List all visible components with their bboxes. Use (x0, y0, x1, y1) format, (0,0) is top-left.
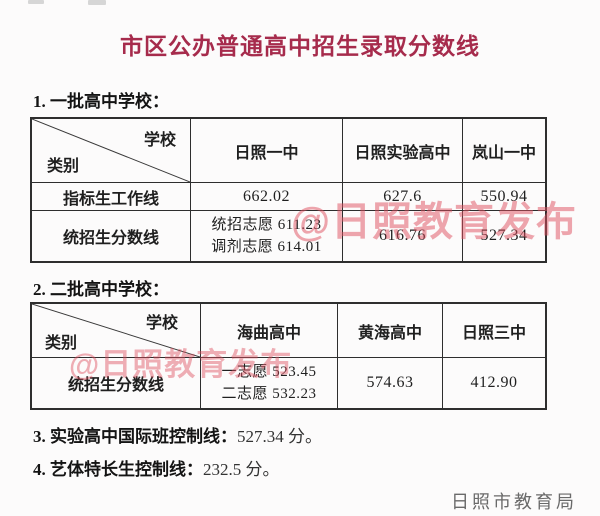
arts-control-line: 4. 艺体特长生控制线：232.5 分。 (33, 455, 280, 480)
intl-class-control-line: 3. 实验高中国际班控制线：527.34 分。 (33, 422, 322, 447)
column-header: 黄海高中 (337, 304, 442, 357)
score-line: 二志愿 532.23 (221, 386, 317, 402)
table-corner-cell: 学校 类别 (32, 119, 190, 182)
column-header: 日照实验高中 (342, 119, 462, 182)
scan-artifact (28, 0, 44, 4)
control-line-label: 4. 艺体特长生控制线： (33, 460, 203, 479)
score-cell: 527.34 (462, 210, 545, 261)
score-line: 统招志愿 611.23 (211, 217, 322, 233)
score-cell-multiline: 一志愿 523.45 二志愿 532.23 (200, 357, 337, 408)
control-line-value: 232.5 分。 (203, 460, 280, 479)
row-label: 统招生分数线 (32, 357, 200, 408)
row-label: 指标生工作线 (32, 182, 190, 210)
score-cell: 616.76 (342, 210, 462, 261)
column-header: 日照三中 (442, 304, 545, 357)
diagonal-line (32, 119, 190, 182)
diagonal-line (32, 304, 200, 357)
corner-school-label: 学校 (143, 132, 176, 149)
column-header: 岚山一中 (462, 119, 545, 182)
control-line-label: 3. 实验高中国际班控制线： (33, 427, 237, 446)
score-line: 调剂志愿 614.01 (211, 239, 322, 255)
corner-category-label: 类别 (47, 158, 80, 175)
score-line: 一志愿 523.45 (221, 364, 317, 380)
section-heading-batch2: 2. 二批高中学校： (33, 280, 169, 299)
column-header: 日照一中 (190, 119, 342, 182)
score-cell: 574.63 (337, 357, 442, 408)
table-corner-cell: 学校 类别 (32, 304, 200, 357)
batch1-score-table: 学校 类别 日照一中 日照实验高中 岚山一中 指标生工作线 662.02 627… (30, 117, 547, 263)
issuer-signature: 日照市教育局 (451, 492, 577, 512)
row-label: 统招生分数线 (32, 210, 190, 261)
section-heading-batch1: 1. 一批高中学校： (33, 92, 169, 111)
score-cell: 627.6 (342, 182, 462, 210)
score-cell: 662.02 (190, 182, 342, 210)
column-header: 海曲高中 (200, 304, 337, 357)
score-cell: 412.90 (442, 357, 545, 408)
corner-category-label: 类别 (45, 335, 78, 352)
page-title: 市区公办普通高中招生录取分数线 (120, 33, 480, 59)
batch2-score-table: 学校 类别 海曲高中 黄海高中 日照三中 统招生分数线 一志愿 523.45 二… (30, 302, 547, 410)
score-cell: 550.94 (462, 182, 545, 210)
control-line-value: 527.34 分。 (237, 427, 322, 446)
scan-artifact (88, 0, 106, 5)
score-cell-multiline: 统招志愿 611.23 调剂志愿 614.01 (190, 210, 342, 261)
corner-school-label: 学校 (145, 315, 178, 332)
